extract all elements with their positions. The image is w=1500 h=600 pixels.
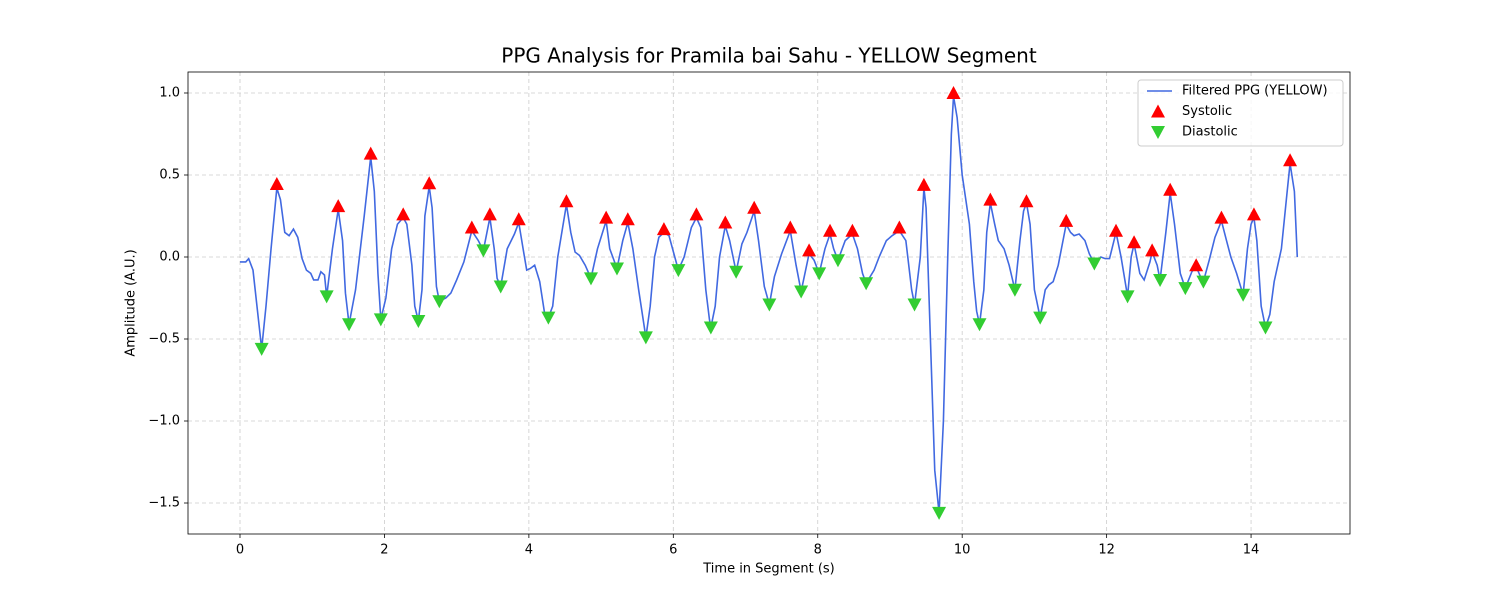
y-tick-label: −1.5 — [148, 496, 180, 511]
x-tick-label: 8 — [814, 543, 822, 558]
y-tick-label: 0.5 — [159, 167, 180, 182]
systolic-marker — [783, 220, 798, 234]
systolic-marker — [482, 207, 497, 221]
diastolic-marker — [638, 331, 653, 345]
diastolic-marker — [972, 318, 987, 332]
x-tick-label: 2 — [380, 543, 388, 558]
diastolic-marker — [583, 272, 598, 286]
diastolic-marker — [830, 254, 845, 268]
diastolic-marker — [432, 295, 447, 309]
diastolic-marker — [729, 265, 744, 279]
diastolic-marker — [373, 313, 388, 327]
diastolic-marker — [609, 262, 624, 276]
diastolic-marker — [812, 267, 827, 281]
ppg-line — [239, 96, 1299, 513]
x-tick-label: 4 — [525, 543, 533, 558]
systolic-marker — [511, 212, 526, 226]
y-tick-label: 0.0 — [159, 249, 180, 264]
diastolic-marker — [1153, 273, 1168, 287]
diastolic-marker — [932, 506, 947, 520]
y-axis-label: Amplitude (A.U.) — [124, 249, 139, 356]
legend-box — [1137, 79, 1344, 147]
systolic-marker — [599, 210, 614, 224]
systolic-marker — [845, 223, 860, 237]
diastolic-marker — [1258, 321, 1273, 335]
x-tick-label: 6 — [669, 543, 677, 558]
diastolic-marker — [476, 244, 491, 258]
diastolic-marker — [762, 298, 777, 312]
diastolic-marker — [703, 321, 718, 335]
diastolic-marker — [319, 290, 334, 304]
legend-label: Systolic — [1182, 104, 1232, 119]
diastolic-marker — [254, 342, 269, 356]
diastolic-marker — [1033, 311, 1048, 325]
systolic-marker — [422, 176, 437, 190]
systolic-marker — [689, 207, 704, 221]
diastolic-marker — [671, 264, 686, 278]
diastolic-marker — [541, 311, 556, 325]
systolic-marker — [983, 192, 998, 206]
systolic-marker — [363, 146, 378, 160]
diastolic-marker — [1178, 282, 1193, 296]
systolic-marker — [1059, 213, 1074, 227]
legend-label: Diastolic — [1182, 125, 1238, 140]
systolic-marker — [331, 199, 346, 213]
y-tick-label: −0.5 — [148, 331, 180, 346]
systolic-marker — [946, 85, 961, 99]
legend-swatch — [1151, 126, 1165, 139]
diastolic-marker — [1087, 257, 1102, 271]
systolic-marker — [1163, 182, 1178, 196]
systolic-marker — [1214, 210, 1229, 224]
systolic-marker — [1145, 243, 1160, 257]
x-tick-label: 14 — [1243, 543, 1260, 558]
systolic-marker — [396, 207, 411, 221]
plot-frame — [187, 71, 1351, 535]
x-tick-label: 0 — [236, 543, 244, 558]
systolic-marker — [892, 220, 907, 234]
systolic-marker — [1189, 258, 1204, 272]
legend-label: Filtered PPG (YELLOW) — [1182, 84, 1328, 99]
systolic-marker — [823, 223, 838, 237]
systolic-marker — [1019, 194, 1034, 208]
x-tick-label: 12 — [1098, 543, 1115, 558]
x-axis-label: Time in Segment (s) — [702, 562, 834, 577]
systolic-marker — [802, 243, 817, 257]
diastolic-marker — [493, 280, 508, 294]
systolic-marker — [559, 194, 574, 208]
legend-swatch — [1151, 104, 1165, 118]
systolic-marker — [464, 220, 479, 234]
chart-title: PPG Analysis for Pramila bai Sahu - YELL… — [501, 44, 1037, 68]
systolic-marker — [269, 177, 284, 191]
systolic-marker — [1246, 207, 1261, 221]
systolic-marker — [1127, 235, 1142, 249]
systolic-marker — [1283, 153, 1298, 167]
diastolic-marker — [859, 277, 874, 291]
diastolic-marker — [1120, 290, 1135, 304]
systolic-marker — [916, 177, 931, 191]
x-tick-label: 10 — [954, 543, 971, 558]
systolic-marker — [747, 200, 762, 214]
systolic-marker — [620, 212, 635, 226]
systolic-marker — [718, 215, 733, 229]
y-tick-label: −1.0 — [148, 414, 180, 429]
diastolic-marker — [1007, 283, 1022, 297]
diastolic-marker — [794, 285, 809, 299]
y-tick-label: 1.0 — [159, 85, 180, 100]
diastolic-marker — [907, 298, 922, 312]
diastolic-marker — [1196, 275, 1211, 289]
diastolic-marker — [342, 318, 357, 332]
diastolic-marker — [411, 314, 426, 328]
systolic-marker — [1109, 223, 1124, 237]
diastolic-marker — [1236, 288, 1251, 302]
systolic-marker — [656, 222, 671, 236]
